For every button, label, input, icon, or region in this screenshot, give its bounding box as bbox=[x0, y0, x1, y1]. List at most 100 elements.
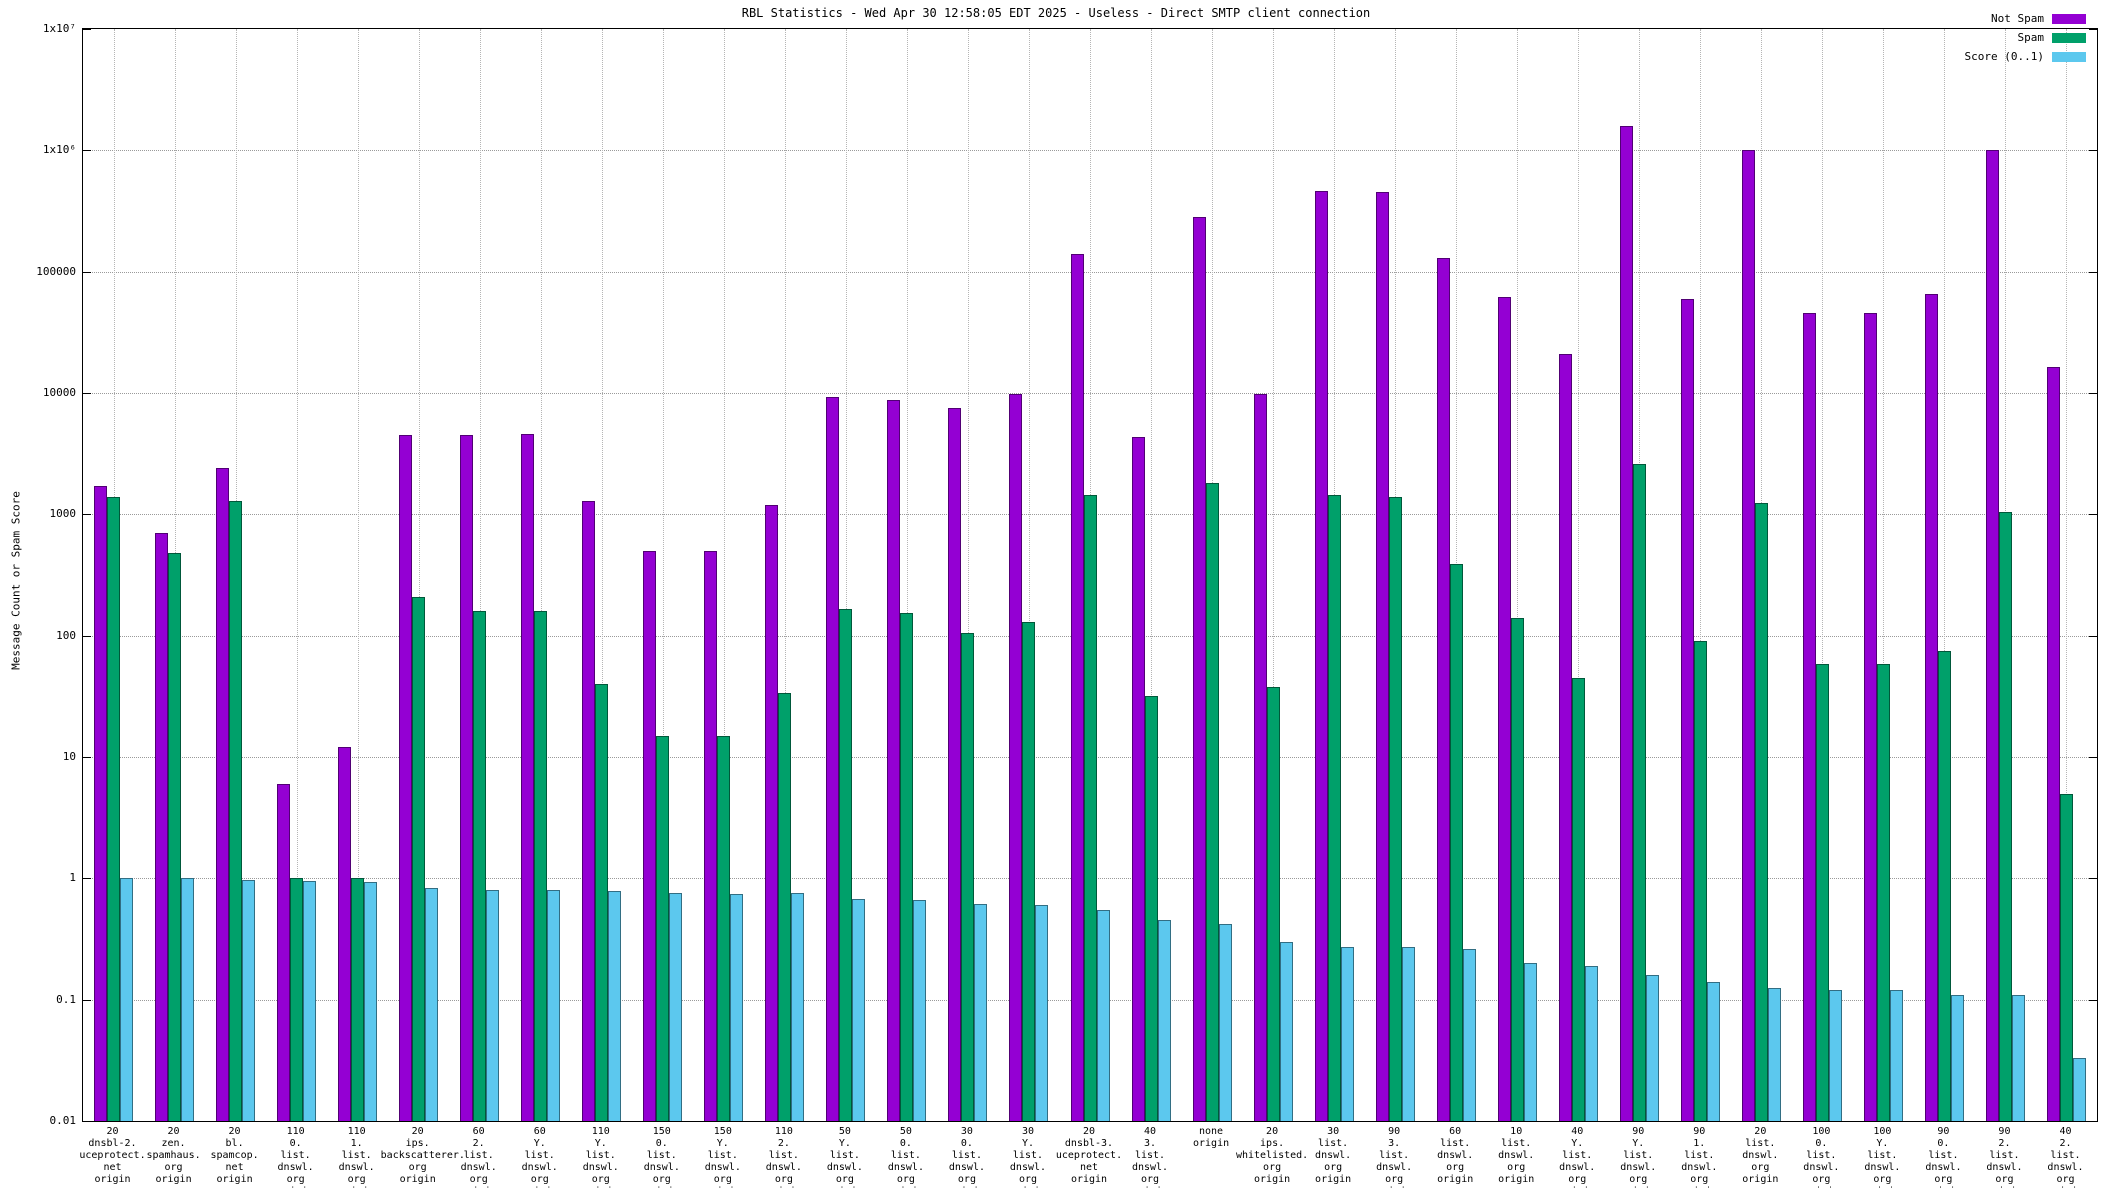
bar-not-spam bbox=[155, 533, 169, 1121]
x-tick-label-line: origin bbox=[869, 1186, 943, 1188]
x-tick-label: 20 dnsbl-3. uceprotect. net origin bbox=[1052, 1126, 1126, 1186]
bar-score-0-1 bbox=[1584, 965, 1598, 1121]
x-tick-label-line: list. bbox=[524, 1150, 555, 1161]
x-tick-label-line: origin bbox=[1967, 1186, 2041, 1188]
x-tick-label-line: origin bbox=[503, 1186, 577, 1188]
x-tick-label-line: origin bbox=[1540, 1186, 1614, 1188]
bar-not-spam bbox=[643, 550, 657, 1121]
x-tick-label-line: 20 bbox=[411, 1126, 424, 1137]
x-tick-label-line: list. bbox=[890, 1150, 921, 1161]
bar-score-0-1 bbox=[2011, 994, 2025, 1121]
x-tick-label-line: list. bbox=[1562, 1150, 1593, 1161]
legend-swatch-not-spam bbox=[2052, 13, 2086, 24]
bar-spam bbox=[412, 596, 426, 1121]
y-tick-mark bbox=[2089, 514, 2097, 516]
x-gridline bbox=[479, 29, 481, 1121]
x-tick-label-line: origin bbox=[442, 1186, 516, 1188]
x-tick-label-line: 2. bbox=[2059, 1138, 2072, 1149]
bar-not-spam bbox=[765, 504, 779, 1121]
x-tick-label-line: org bbox=[347, 1174, 366, 1185]
x-gridline bbox=[1578, 29, 1580, 1121]
x-tick-label-line: dnswl. bbox=[338, 1162, 375, 1173]
legend-entry-not-spam: Not Spam bbox=[1991, 12, 2086, 25]
x-tick-label-line: org bbox=[1568, 1174, 1587, 1185]
y-tick-label: 100000 bbox=[36, 264, 76, 278]
bar-score-0-1 bbox=[1523, 963, 1537, 1121]
x-tick-label-line: origin bbox=[625, 1186, 699, 1188]
x-tick-label-line: 50 bbox=[899, 1126, 912, 1137]
bar-spam bbox=[229, 500, 243, 1121]
bar-spam bbox=[1754, 502, 1768, 1121]
x-tick-label-line: org bbox=[1751, 1162, 1770, 1173]
x-tick-label-line: list. bbox=[1806, 1150, 1837, 1161]
x-tick-label-line: dnswl. bbox=[948, 1162, 985, 1173]
x-tick-label-line: 10 bbox=[1510, 1126, 1523, 1137]
x-gridline bbox=[1151, 29, 1153, 1121]
y-tick-mark bbox=[83, 271, 91, 273]
bar-spam bbox=[1144, 695, 1158, 1121]
bar-score-0-1 bbox=[303, 881, 317, 1121]
bar-not-spam bbox=[1009, 393, 1023, 1121]
x-tick-label: 20 zen. spamhaus. org origin bbox=[137, 1126, 211, 1186]
bar-score-0-1 bbox=[1706, 981, 1720, 1121]
y-tick-mark bbox=[2089, 635, 2097, 637]
x-tick-label-line: 3. bbox=[1143, 1138, 1157, 1149]
x-tick-label-line: Y. bbox=[1632, 1138, 1645, 1149]
bar-not-spam bbox=[1436, 257, 1450, 1121]
y-tick-mark bbox=[83, 878, 91, 880]
x-tick-label-line: spamhaus. bbox=[146, 1150, 201, 1161]
bar-score-0-1 bbox=[1462, 949, 1476, 1121]
bar-spam bbox=[1998, 511, 2012, 1121]
x-tick-label-line: org bbox=[2056, 1174, 2075, 1185]
x-tick-label-line: list. bbox=[707, 1150, 738, 1161]
bar-spam bbox=[1937, 650, 1951, 1121]
x-tick-label-line: origin bbox=[399, 1174, 436, 1185]
x-tick-label-line: 110 bbox=[286, 1126, 305, 1137]
x-tick-label-line: origin bbox=[1254, 1174, 1291, 1185]
x-tick-label-line: origin bbox=[991, 1186, 1065, 1188]
x-gridline bbox=[662, 29, 664, 1121]
x-tick-label-line: 60 bbox=[472, 1126, 485, 1137]
bar-spam bbox=[1876, 664, 1890, 1121]
x-tick-label-line: org bbox=[1263, 1162, 1282, 1173]
x-gridline bbox=[723, 29, 725, 1121]
x-tick-label-line: spamcop. bbox=[210, 1150, 259, 1161]
x-tick-label-line: Y. bbox=[716, 1138, 729, 1149]
bar-score-0-1 bbox=[730, 894, 744, 1121]
y-tick-mark bbox=[83, 514, 91, 516]
x-tick-label-line: 20 bbox=[228, 1126, 241, 1137]
x-tick-label-line: org bbox=[408, 1162, 427, 1173]
x-tick-label-line: 0. bbox=[1815, 1138, 1828, 1149]
x-tick-label-line: dnswl. bbox=[765, 1162, 802, 1173]
x-tick-label-line: dnswl. bbox=[1742, 1150, 1779, 1161]
x-tick-label-line: Y. bbox=[1021, 1138, 1034, 1149]
x-tick-label-line: 20 bbox=[1082, 1126, 1096, 1137]
x-tick-label-line: 0. bbox=[899, 1138, 912, 1149]
x-tick-label-line: list. bbox=[2050, 1150, 2081, 1161]
x-tick-label-line: list. bbox=[1440, 1138, 1471, 1149]
x-tick-label-line: 30 bbox=[1021, 1126, 1034, 1137]
bar-score-0-1 bbox=[1889, 990, 1903, 1121]
x-tick-label: none origin bbox=[1174, 1126, 1248, 1150]
x-tick-label-line: Y. bbox=[1571, 1138, 1584, 1149]
x-tick-label-line: origin bbox=[1437, 1174, 1474, 1185]
y-tick-mark bbox=[2089, 757, 2097, 758]
x-tick-label-line: 20 bbox=[167, 1126, 180, 1137]
x-tick-label-line: origin bbox=[747, 1186, 821, 1188]
x-tick-label: 20 ips. backscatterer. org origin bbox=[381, 1126, 465, 1186]
x-tick-label-line: 1. bbox=[1693, 1138, 1706, 1149]
x-tick-label-line: org bbox=[957, 1174, 976, 1185]
x-tick-label-line: org bbox=[774, 1174, 793, 1185]
legend-swatch-score-0-1 bbox=[2052, 51, 2086, 62]
bar-spam bbox=[534, 610, 548, 1121]
x-tick-label-line: list. bbox=[768, 1150, 799, 1161]
x-tick-label-line: list. bbox=[1867, 1150, 1898, 1161]
bar-not-spam bbox=[277, 783, 291, 1121]
x-tick-label-line: dnswl. bbox=[277, 1162, 314, 1173]
x-tick-label-line: 2. bbox=[777, 1138, 790, 1149]
y-tick-mark bbox=[83, 29, 91, 30]
